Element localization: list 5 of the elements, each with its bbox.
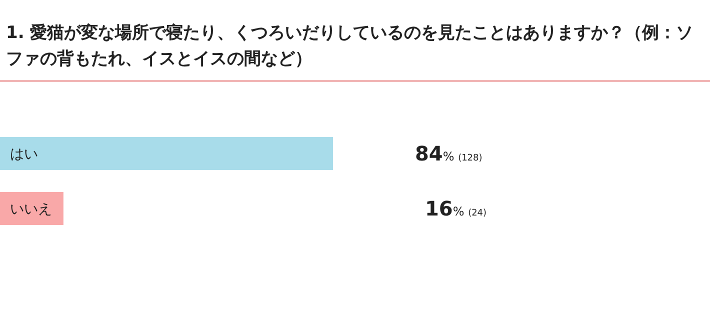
y-tick-label: いいえ (10, 202, 52, 218)
data-label: 84% (128) (415, 142, 482, 166)
chart-title: 1. 愛猫が変な場所で寝たり、くつろいだりしているのを見たことはありますか？（例：ソファの背もたれ、イスとイスの間など） (6, 22, 694, 71)
data-label: 16% (24) (425, 196, 487, 220)
y-tick-label: はい (10, 146, 38, 162)
